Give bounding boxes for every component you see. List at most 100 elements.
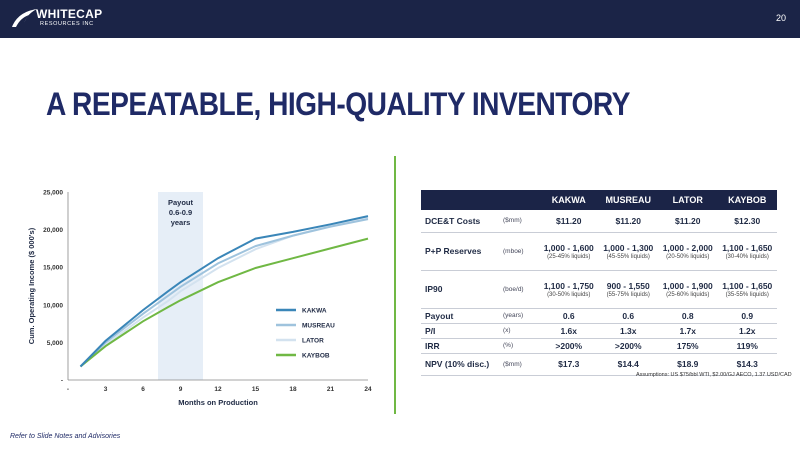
table-header-kakwa: KAKWA: [539, 190, 599, 210]
cell-value: 1,100 - 1,650: [722, 242, 773, 253]
cell-value: 900 - 1,550: [606, 280, 650, 291]
legend-label-musreau: MUSREAU: [302, 323, 335, 330]
cell-value: 1,000 - 1,300: [603, 242, 654, 253]
table-row: IRR (%) >200% >200% 175% 119%: [421, 338, 777, 354]
row-label: IRR: [421, 338, 503, 354]
x-tick-label: 24: [364, 386, 372, 393]
cell-subvalue: (45-55% liquids): [606, 253, 650, 260]
logo-wordmark: WHITECAP: [36, 7, 103, 21]
y-tick-label: -: [61, 378, 63, 385]
cumulative-income-chart: Payout 0.6-0.9 years - 5,000 10,000 15,000 20,0…: [20, 180, 380, 410]
legend-label-lator: LATOR: [302, 338, 324, 345]
payout-band-label: years: [171, 218, 191, 227]
table-cell: 0.9: [717, 308, 777, 324]
y-tick-label: 10,000: [43, 302, 63, 309]
table-row: IP90 (boe/d) 1,100 - 1,750 (30-50% liquid…: [421, 270, 777, 309]
cell-value: 1,100 - 1,650: [722, 280, 773, 291]
table-cell: 1.6x: [539, 323, 599, 339]
table-cell: 1,000 - 2,000 (20-50% liquids): [658, 232, 718, 271]
table-cell: 0.6: [539, 308, 599, 324]
table-header-lator: LATOR: [658, 190, 718, 210]
y-tick-label: 25,000: [43, 190, 63, 197]
header-bar: WHITECAP RESOURCES INC 20: [0, 0, 800, 38]
table-cell: $12.30: [717, 210, 777, 233]
table-cell: 0.6: [598, 308, 658, 324]
x-tick-label: 9: [179, 386, 183, 393]
slide-title: A REPEATABLE, HIGH-QUALITY INVENTORY: [46, 86, 630, 122]
x-tick-label: 15: [252, 386, 260, 393]
table-cell: $18.9: [658, 353, 718, 376]
table-cell: >200%: [598, 338, 658, 354]
row-unit: ($mm): [503, 210, 539, 233]
row-label: DCE&T Costs: [421, 210, 503, 233]
table-cell: 1,100 - 1,650 (35-55% liquids): [717, 270, 777, 309]
page-number: 20: [775, 13, 786, 23]
table-cell: 1,000 - 1,600 (25-45% liquids): [539, 232, 599, 271]
x-tick-label: 12: [214, 386, 222, 393]
cell-value: 1,000 - 1,900: [662, 280, 713, 291]
row-label: P+P Reserves: [421, 232, 503, 271]
table-row: DCE&T Costs ($mm) $11.20 $11.20 $11.20 $…: [421, 210, 777, 233]
table-header-kaybob: KAYBOB: [717, 190, 777, 210]
logo-subtitle: RESOURCES INC: [40, 21, 94, 27]
table-cell: $14.4: [598, 353, 658, 376]
series-line-lator: [79, 216, 369, 368]
row-unit: (boe/d): [503, 270, 539, 309]
cell-subvalue: (30-40% liquids): [725, 253, 769, 260]
x-axis-title: Months on Production: [178, 398, 258, 407]
table-row: P/I (x) 1.6x 1.3x 1.7x 1.2x: [421, 323, 777, 339]
table-cell: 175%: [658, 338, 718, 354]
y-tick-label: 5,000: [47, 340, 64, 347]
table-cell: $14.3: [717, 353, 777, 376]
table-row: P+P Reserves (mboe) 1,000 - 1,600 (25-45%…: [421, 232, 777, 271]
legend-label-kakwa: KAKWA: [302, 308, 327, 315]
y-axis-title: Cum. Operating Income ($ 000's): [27, 227, 36, 344]
x-tick-label: 3: [104, 386, 108, 393]
cell-subvalue: (25-60% liquids): [666, 291, 710, 298]
x-tick-label: 21: [327, 386, 335, 393]
table-cell: 119%: [717, 338, 777, 354]
table-cell: 1.2x: [717, 323, 777, 339]
table-cell: 0.8: [658, 308, 718, 324]
table-header-cell: [503, 190, 539, 210]
row-unit: (%): [503, 338, 539, 354]
table-cell: 1.3x: [598, 323, 658, 339]
x-tick-label: 18: [289, 386, 297, 393]
x-tick-label: -: [67, 386, 69, 393]
y-tick-label: 15,000: [43, 265, 63, 272]
cell-subvalue: (35-55% liquids): [725, 291, 769, 298]
cell-subvalue: (55-75% liquids): [606, 291, 650, 298]
table-cell: $11.20: [598, 210, 658, 233]
table-header-row: KAKWA MUSREAU LATOR KAYBOB: [421, 190, 777, 210]
table-header-cell: [421, 190, 503, 210]
legend-label-kaybob: KAYBOB: [302, 353, 330, 360]
row-label: Payout: [421, 308, 503, 324]
cell-value: 1,100 - 1,750: [543, 280, 594, 291]
table-row: NPV (10% disc.) ($mm) $17.3 $14.4 $18.9 …: [421, 353, 777, 376]
table-cell: 1,100 - 1,750 (30-50% liquids): [539, 270, 599, 309]
footnote-link[interactable]: Refer to Slide Notes and Advisories: [10, 433, 121, 440]
row-unit: ($mm): [503, 353, 539, 376]
whitecap-logo[interactable]: WHITECAP RESOURCES INC: [10, 5, 105, 33]
type-curve-table: KAKWA MUSREAU LATOR KAYBOB DCE&T Costs (…: [421, 190, 777, 376]
table-cell: 1,100 - 1,650 (30-40% liquids): [717, 232, 777, 271]
row-label: NPV (10% disc.): [421, 353, 503, 376]
row-unit: (x): [503, 323, 539, 339]
row-unit: (mboe): [503, 232, 539, 271]
whitecap-wave-icon: [12, 9, 37, 27]
row-label: IP90: [421, 270, 503, 309]
cell-subvalue: (30-50% liquids): [547, 291, 591, 298]
vertical-divider: [394, 156, 396, 414]
table-cell: 1,000 - 1,900 (25-60% liquids): [658, 270, 718, 309]
cell-value: 1,000 - 2,000: [662, 242, 713, 253]
assumptions-note: Assumptions: US $75/bbl WTI, $2.00/GJ AE…: [636, 372, 792, 378]
payout-band-label: 0.6-0.9: [169, 208, 192, 217]
table-row: Payout (years) 0.6 0.6 0.8 0.9: [421, 308, 777, 324]
cell-subvalue: (25-45% liquids): [547, 253, 591, 260]
table-cell: >200%: [539, 338, 599, 354]
table-cell: $11.20: [658, 210, 718, 233]
table-cell: $11.20: [539, 210, 599, 233]
payout-band-label: Payout: [168, 198, 194, 207]
table-header-musreau: MUSREAU: [598, 190, 658, 210]
